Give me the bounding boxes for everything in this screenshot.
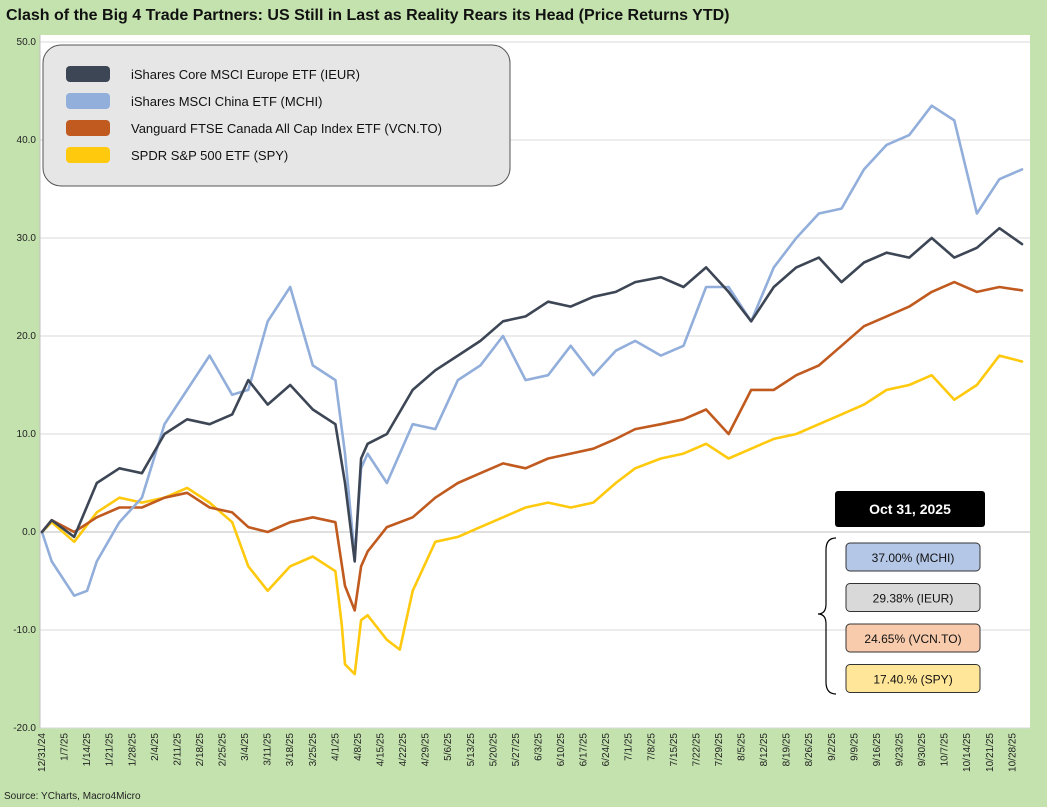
- legend-label: iShares MSCI China ETF (MCHI): [131, 94, 322, 109]
- legend-swatch: [66, 120, 110, 136]
- annotation-value-box: [845, 542, 981, 572]
- x-tick-label: 4/22/25: [398, 733, 409, 767]
- y-tick-label: 40.0: [17, 135, 37, 146]
- x-tick-label: 5/20/25: [488, 733, 499, 767]
- x-tick-label: 2/11/25: [172, 733, 183, 766]
- x-tick-label: 10/14/25: [962, 733, 973, 772]
- x-tick-label: 2/18/25: [195, 733, 206, 767]
- x-tick-label: 3/11/25: [263, 733, 274, 766]
- x-tick-label: 7/22/25: [691, 733, 702, 767]
- series-line-0: [40, 226, 1024, 563]
- x-tick-label: 1/14/25: [82, 733, 93, 767]
- x-tick-label: 7/1/25: [624, 733, 635, 761]
- x-tick-label: 5/27/25: [511, 733, 522, 767]
- annotation-value: 37.00% (MCHI): [872, 551, 955, 565]
- legend-swatch: [66, 147, 110, 163]
- x-tick-label: 6/3/25: [533, 733, 544, 761]
- x-tick-label: 7/29/25: [714, 733, 725, 767]
- x-tick-label: 1/28/25: [127, 733, 138, 767]
- series-line-1: [40, 104, 1024, 598]
- x-tick-label: 2/4/25: [150, 733, 161, 761]
- chart-title: Clash of the Big 4 Trade Partners: US St…: [6, 7, 730, 24]
- end-value-annotation: Oct 31, 2025 37.00% (MCHI) 29.38% (IEUR) 24…: [817, 491, 985, 695]
- x-tick-label: 8/26/25: [804, 733, 815, 767]
- x-tick-label: 7/15/25: [669, 733, 680, 767]
- x-tick-label: 10/7/25: [940, 733, 951, 767]
- y-tick-label: -20.0: [13, 723, 36, 734]
- legend-label: Vanguard FTSE Canada All Cap Index ETF (…: [131, 121, 442, 136]
- annotation-value-box: [845, 664, 981, 693]
- y-tick-label: 20.0: [17, 331, 37, 342]
- x-tick-label: 9/16/25: [872, 733, 883, 767]
- annotation-bracket: [817, 537, 837, 695]
- x-tick-label: 3/4/25: [240, 733, 251, 761]
- annotation-date-box: [835, 491, 985, 527]
- x-tick-label: 9/9/25: [849, 733, 860, 761]
- x-tick-label: 4/1/25: [330, 733, 341, 761]
- x-tick-label: 6/24/25: [601, 733, 612, 767]
- annotation-value-box: [845, 583, 981, 612]
- series-line-2: [40, 280, 1024, 612]
- y-tick-label: 30.0: [17, 233, 37, 244]
- series-line-3: [40, 354, 1024, 676]
- y-tick-label: -10.0: [13, 625, 36, 636]
- x-tick-label: 4/15/25: [375, 733, 386, 767]
- legend-box: [42, 44, 511, 187]
- x-tick-label: 6/10/25: [556, 733, 567, 767]
- annotation-value: 24.65% (VCN.TO): [864, 632, 961, 646]
- x-tick-label: 6/17/25: [579, 733, 590, 767]
- legend-swatch: [66, 66, 110, 82]
- axis-labels: -20.0 -10.0 0.0 10.0 20.0 30.0 40.0 50.0 12/31/2…: [13, 37, 1018, 772]
- annotation-date: Oct 31, 2025: [869, 501, 951, 517]
- x-tick-label: 7/8/25: [646, 733, 657, 761]
- x-tick-label: 3/25/25: [308, 733, 319, 767]
- x-tick-label: 1/21/25: [105, 733, 116, 767]
- x-tick-label: 10/28/25: [1007, 733, 1018, 772]
- legend-label: SPDR S&P 500 ETF (SPY): [131, 148, 288, 163]
- x-tick-label: 4/29/25: [421, 733, 432, 767]
- x-tick-label: 8/12/25: [759, 733, 770, 767]
- x-tick-label: 9/30/25: [917, 733, 928, 767]
- x-tick-label: 8/19/25: [782, 733, 793, 767]
- x-tick-label: 2/25/25: [218, 733, 229, 767]
- x-tick-label: 3/18/25: [285, 733, 296, 767]
- legend: iShares Core MSCI Europe ETF (IEUR) iShar…: [42, 44, 511, 187]
- x-tick-label: 5/13/25: [466, 733, 477, 767]
- x-tick-label: 4/8/25: [353, 733, 364, 761]
- annotation-value-box: [845, 623, 981, 653]
- annotation-value: 29.38% (IEUR): [873, 592, 954, 606]
- x-tick-label: 1/7/25: [60, 733, 71, 761]
- x-tick-label: 10/21/25: [985, 733, 996, 772]
- y-tick-label: 0.0: [22, 527, 36, 538]
- source-note: Source: YCharts, Macro4Micro: [4, 791, 141, 802]
- y-tick-label: 10.0: [17, 429, 37, 440]
- legend-swatch: [66, 93, 110, 109]
- x-tick-label: 5/6/25: [443, 733, 454, 761]
- series-lines: [40, 104, 1024, 676]
- y-tick-label: 50.0: [17, 37, 37, 48]
- x-tick-label: 9/23/25: [895, 733, 906, 767]
- x-tick-label: 12/31/24: [37, 733, 48, 772]
- grid-lines: [39, 35, 1030, 729]
- annotation-value: 17.40.% (SPY): [873, 673, 952, 687]
- legend-label: iShares Core MSCI Europe ETF (IEUR): [131, 67, 360, 82]
- x-tick-label: 9/2/25: [827, 733, 838, 761]
- x-tick-label: 8/5/25: [737, 733, 748, 761]
